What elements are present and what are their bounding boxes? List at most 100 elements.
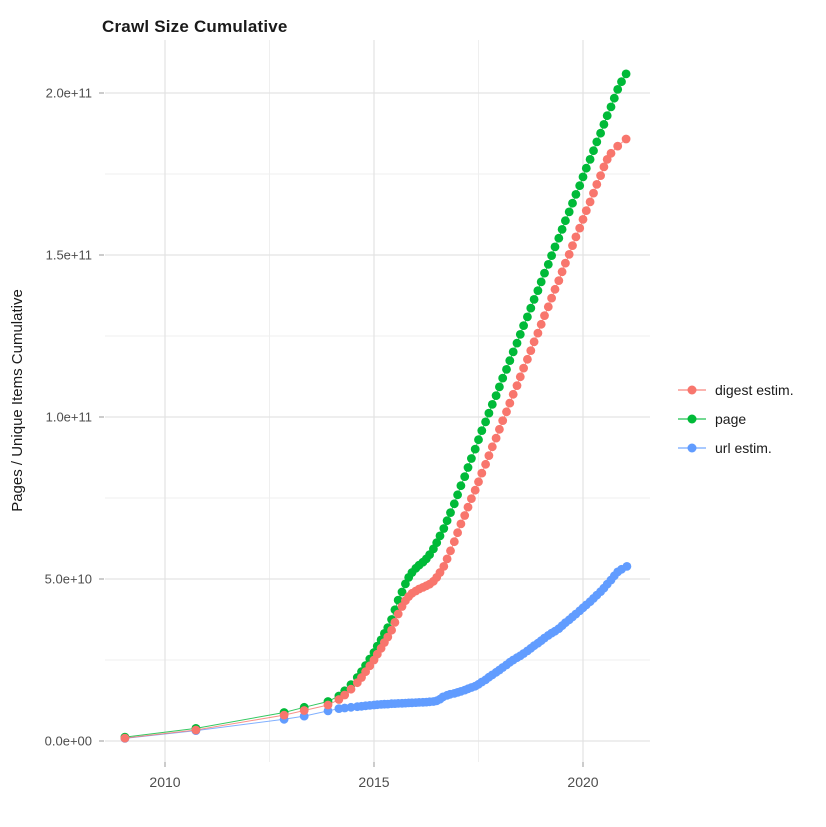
data-point-page (508, 347, 518, 357)
data-point-page (596, 128, 605, 138)
data-point-page (456, 481, 466, 491)
data-point-digest-estim (557, 267, 567, 277)
legend-label-url: url estim. (715, 440, 772, 456)
legend-dot-icon (687, 414, 697, 424)
data-point-page (571, 190, 581, 199)
data-point-page (401, 579, 410, 589)
data-point-digest-estim (571, 232, 581, 242)
data-point-digest-estim (529, 337, 539, 347)
data-point-page (533, 286, 543, 295)
data-point-page (609, 93, 619, 103)
data-point-digest-estim (477, 468, 487, 478)
data-point-page (561, 216, 570, 226)
data-point-page (540, 268, 549, 278)
data-point-page (568, 198, 577, 208)
data-point-page (543, 260, 553, 269)
data-point-digest-estim (460, 511, 470, 520)
data-point-digest-estim (519, 363, 528, 373)
data-point-digest-estim (498, 416, 508, 425)
data-point-digest-estim (581, 206, 591, 216)
data-point-page (526, 303, 536, 313)
data-point-digest-estim (592, 180, 602, 189)
data-point-page (523, 312, 532, 322)
data-point-digest-estim (470, 485, 480, 495)
data-point-digest-estim (323, 700, 333, 710)
data-point-digest-estim (526, 346, 536, 355)
data-point-page (474, 435, 483, 445)
data-point-page (470, 444, 480, 454)
x-tick-label: 2020 (567, 774, 598, 790)
data-point-digest-estim (543, 302, 553, 312)
series-page (120, 69, 631, 742)
data-point-page (557, 225, 567, 234)
data-point-page (435, 531, 445, 541)
data-point-page (442, 516, 452, 526)
data-point-url-estim (346, 702, 356, 712)
data-point-digest-estim (564, 250, 574, 259)
legend-key-page (678, 409, 706, 429)
data-point-page (446, 508, 455, 517)
data-point-page (467, 454, 476, 463)
legend-label-page: page (715, 411, 747, 427)
data-point-page (498, 373, 508, 383)
data-point-page (491, 391, 501, 400)
y-tick-label: 5.0e+10 (45, 572, 92, 587)
y-tick-label: 2.0e+11 (46, 86, 92, 101)
data-point-digest-estim (536, 319, 546, 329)
data-point-digest-estim (463, 502, 473, 512)
data-point-page (481, 417, 490, 427)
data-point-page (550, 242, 560, 252)
legend-key-url (678, 438, 706, 458)
data-point-digest-estim (585, 197, 595, 207)
data-point-digest-estim (502, 407, 511, 417)
data-point-digest-estim (589, 188, 598, 198)
data-point-page (477, 426, 487, 435)
data-point-digest-estim (387, 625, 396, 635)
data-point-digest-estim (561, 258, 570, 268)
data-point-digest-estim (279, 710, 289, 720)
data-point-page (453, 490, 462, 500)
data-point-page (439, 524, 449, 533)
axis-ticks: 0.0e+00 5.0e+10 1.0e+11 1.5e+11 2.0e+11 2010 2… (45, 86, 599, 791)
legend-key-digest (678, 380, 706, 400)
data-point-page (519, 321, 528, 330)
x-tick-label: 2010 (149, 774, 180, 790)
data-point-digest-estim (120, 733, 130, 743)
data-point-page (529, 295, 539, 304)
data-point-digest-estim (550, 284, 560, 294)
data-point-page (547, 251, 556, 260)
data-point-digest-estim (599, 162, 609, 172)
data-point-url-estim (622, 562, 632, 571)
data-point-digest-estim (474, 477, 483, 487)
data-point-page (589, 146, 598, 156)
data-point-page (484, 408, 494, 418)
data-point-page (554, 233, 564, 243)
legend-entry-url: url estim. (678, 438, 794, 458)
data-point-digest-estim (575, 223, 585, 233)
legend-entry-page: page (678, 409, 794, 429)
data-point-digest-estim (383, 632, 393, 642)
data-point-digest-estim (491, 433, 501, 443)
data-point-page (536, 277, 546, 287)
data-point-digest-estim (439, 562, 449, 571)
data-point-page (393, 595, 403, 605)
data-point-digest-estim (446, 546, 455, 556)
data-point-page (495, 382, 504, 392)
data-point-digest-estim (495, 424, 504, 434)
data-point-digest-estim (449, 537, 459, 547)
series-digest-estim (120, 134, 631, 743)
data-point-page (599, 120, 609, 129)
chart-title: Crawl Size Cumulative (102, 17, 288, 37)
data-point-digest-estim (523, 354, 532, 364)
data-point-digest-estim (346, 684, 356, 694)
data-point-page (515, 330, 525, 339)
data-point-page (432, 538, 442, 548)
data-point-digest-estim (487, 442, 497, 452)
data-point-digest-estim (505, 398, 515, 408)
data-point-page (613, 85, 623, 94)
legend-entry-digest: digest estim. (678, 380, 794, 400)
data-point-digest-estim (299, 706, 309, 715)
data-point-page (449, 499, 459, 509)
data-point-page (581, 163, 591, 173)
